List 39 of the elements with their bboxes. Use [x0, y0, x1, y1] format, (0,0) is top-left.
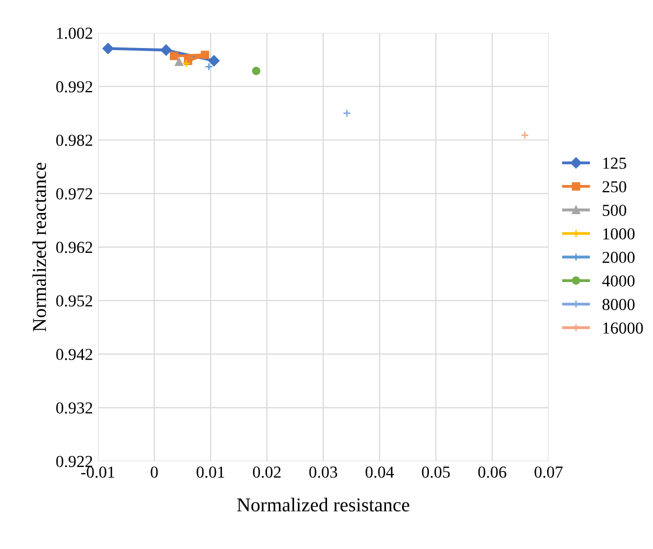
- y-tick-label: 0.972: [56, 188, 92, 200]
- legend-label: 4000: [602, 275, 635, 287]
- x-tick-label: 0.04: [366, 466, 394, 478]
- y-tick-label: 0.922: [56, 456, 92, 468]
- legend-label: 250: [602, 181, 626, 192]
- y-axis-title: Normalized reactance: [32, 162, 46, 332]
- x-tick-label: 0.05: [422, 466, 450, 478]
- legend-label: 16000: [603, 322, 643, 334]
- y-tick-label: 0.942: [56, 348, 92, 360]
- legend-label: 500: [602, 204, 626, 216]
- x-axis-title: Normalized resistance: [237, 498, 410, 512]
- y-tick-label: 0.982: [56, 134, 92, 146]
- x-tick-label: -0.01: [81, 466, 114, 478]
- point: [200, 50, 210, 60]
- point: [204, 62, 214, 71]
- y-tick-label: 0.992: [56, 81, 92, 92]
- x-tick-label: 0.02: [252, 466, 281, 478]
- legend-label: 125: [603, 158, 626, 169]
- legend-label: 2000: [602, 252, 635, 264]
- x-tick-label: 0.03: [309, 466, 338, 478]
- x-tick-label: 0.07: [534, 466, 563, 478]
- x-tick-label: 0: [150, 466, 158, 478]
- y-tick-label: 1.002: [57, 28, 92, 39]
- y-tick-label: 0.962: [56, 242, 92, 254]
- x-tick-label: 0.01: [196, 466, 224, 478]
- point: [252, 66, 260, 76]
- point: [520, 131, 530, 140]
- y-tick-label: 0.952: [56, 295, 92, 307]
- legend-label: 8000: [602, 298, 635, 310]
- point: [342, 109, 352, 118]
- x-tick-label: 0.06: [478, 466, 506, 478]
- point: [182, 59, 191, 68]
- point: [102, 42, 114, 54]
- y-tick-label: 0.932: [56, 402, 92, 414]
- legend-label: 1000: [603, 228, 635, 240]
- point: [174, 58, 184, 66]
- point: [170, 52, 178, 60]
- point: [160, 44, 172, 56]
- point: [208, 55, 220, 66]
